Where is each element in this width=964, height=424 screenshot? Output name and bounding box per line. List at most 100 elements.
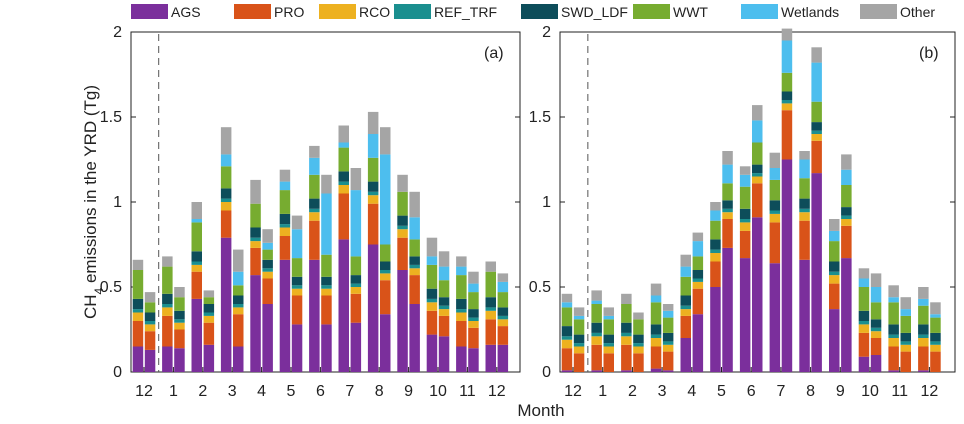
bar-segment-rco: [174, 322, 185, 330]
bar-segment-ref-trf: [752, 173, 763, 177]
bar-segment-rco: [781, 103, 793, 111]
bar-segment-rco: [662, 344, 674, 352]
bar-segment-ags: [858, 356, 870, 372]
bar-segment-other: [858, 268, 870, 279]
bar-segment-ags: [739, 258, 751, 372]
panel-label: (a): [484, 45, 504, 62]
bar-segment-ref-trf: [662, 341, 674, 345]
bar-segment-ags: [497, 344, 509, 372]
legend-label: Wetlands: [781, 4, 839, 20]
bar-segment-ref-trf: [591, 332, 602, 337]
bar-segment-wwt: [132, 270, 144, 299]
bar-segment-rco: [456, 312, 467, 321]
bar-segment-ags: [662, 370, 674, 372]
x-tick-label: 3: [658, 383, 667, 400]
bar-segment-wwt: [769, 179, 781, 201]
bar-segment-ref-trf: [621, 332, 632, 337]
x-tick-label: 1: [169, 383, 178, 400]
bar-segment-ref-trf: [710, 249, 721, 253]
bar-segment-wwt: [191, 222, 202, 252]
legend-label: RCO: [359, 4, 390, 20]
bar-segment-rco: [710, 253, 721, 262]
bar-segment-wetlands: [650, 295, 662, 303]
bar-segment-wetlands: [497, 281, 509, 293]
bar-segment-ref-trf: [309, 208, 320, 213]
bar-segment-ref-trf: [633, 343, 644, 347]
bar-segment-swd-ldf: [309, 198, 320, 209]
bar-segment-pro: [397, 237, 408, 270]
bar-segment-rco: [603, 346, 614, 354]
bar-segment-ags: [841, 258, 852, 372]
bar-segment-rco: [900, 344, 911, 352]
legend-item-rco: RCO: [319, 4, 390, 20]
bar-segment-other: [561, 293, 573, 303]
bar-segment-rco: [692, 281, 704, 289]
bar-segment-other: [633, 312, 644, 320]
bar-segment-ags: [870, 355, 882, 372]
bar-segment-ref-trf: [829, 271, 840, 276]
x-tick-label: 9: [404, 383, 413, 400]
bar-segment-pro: [203, 322, 215, 345]
x-tick-label: 1: [598, 383, 607, 400]
bar-segment-other: [769, 152, 781, 168]
bar-segment-rco: [561, 339, 573, 349]
bar-segment-ref-trf: [144, 321, 156, 325]
bar-segment-pro: [769, 222, 781, 264]
bar-segment-ags: [722, 247, 733, 372]
panel-a: 00.511.52(a)12 1 2 3 4 5 6 7 8 9 10 11 12: [100, 24, 521, 400]
bar-segment-wetlands: [591, 300, 602, 304]
bar-segment-wetlands: [918, 298, 929, 306]
bar-segment-wetlands: [309, 157, 320, 175]
bar-segment-ags: [174, 348, 185, 372]
y-tick-label: 1.5: [100, 109, 122, 126]
bar-segment-other: [781, 28, 793, 41]
bar-segment-swd-ldf: [888, 324, 899, 335]
bar-segment-ref-trf: [397, 225, 408, 230]
bar-segment-swd-ldf: [350, 275, 362, 284]
bar-segment-rco: [220, 202, 232, 211]
legend-swatch: [521, 4, 558, 19]
bar-segment-ags: [485, 344, 496, 372]
bar-segment-wetlands: [829, 230, 840, 242]
bar-segment-wwt: [203, 297, 215, 304]
bar-segment-swd-ldf: [573, 334, 585, 344]
bar-segment-wwt: [279, 190, 291, 214]
bar-segment-swd-ldf: [426, 288, 438, 299]
legend-item-swd-ldf: SWD_LDF: [521, 4, 628, 20]
bar-segment-wwt: [799, 178, 810, 199]
bar-segment-ags: [692, 314, 704, 372]
bar-segment-rco: [279, 227, 291, 236]
bar-segment-other: [321, 174, 332, 194]
bar-segment-pro: [680, 315, 691, 338]
bar-segment-wetlands: [409, 217, 420, 240]
bar-segment-pro: [468, 327, 479, 349]
bar-segment-pro: [250, 247, 261, 276]
bar-segment-pro: [485, 319, 496, 345]
x-tick-label: 12: [564, 383, 582, 400]
bar-segment-pro: [561, 348, 573, 371]
bar-segment-wwt: [900, 315, 911, 333]
bar-segment-wwt: [811, 101, 822, 123]
bar-segment-swd-ldf: [930, 332, 941, 342]
bar-segment-other: [291, 215, 303, 230]
bar-segment-pro: [380, 280, 391, 315]
bar-segment-wwt: [710, 220, 721, 240]
bar-segment-wetlands: [858, 278, 870, 287]
bar-segment-rco: [739, 222, 751, 231]
bar-segment-swd-ldf: [722, 200, 733, 209]
bar-segment-swd-ldf: [291, 276, 303, 286]
bar-segment-swd-ldf: [162, 293, 173, 304]
bar-segment-ref-trf: [680, 305, 691, 310]
bar-segment-swd-ldf: [752, 164, 763, 174]
bar-segment-rco: [132, 312, 144, 321]
bar-segment-wetlands: [752, 120, 763, 143]
bar-segment-wetlands: [710, 210, 721, 221]
bar-segment-pro: [870, 338, 882, 355]
bar-segment-pro: [191, 271, 202, 299]
bar-segment-wwt: [829, 241, 840, 262]
bar-segment-ref-trf: [603, 343, 614, 347]
x-tick-label: 4: [257, 383, 266, 400]
bar-segment-wwt: [309, 174, 320, 199]
bar-segment-pro: [279, 236, 291, 260]
